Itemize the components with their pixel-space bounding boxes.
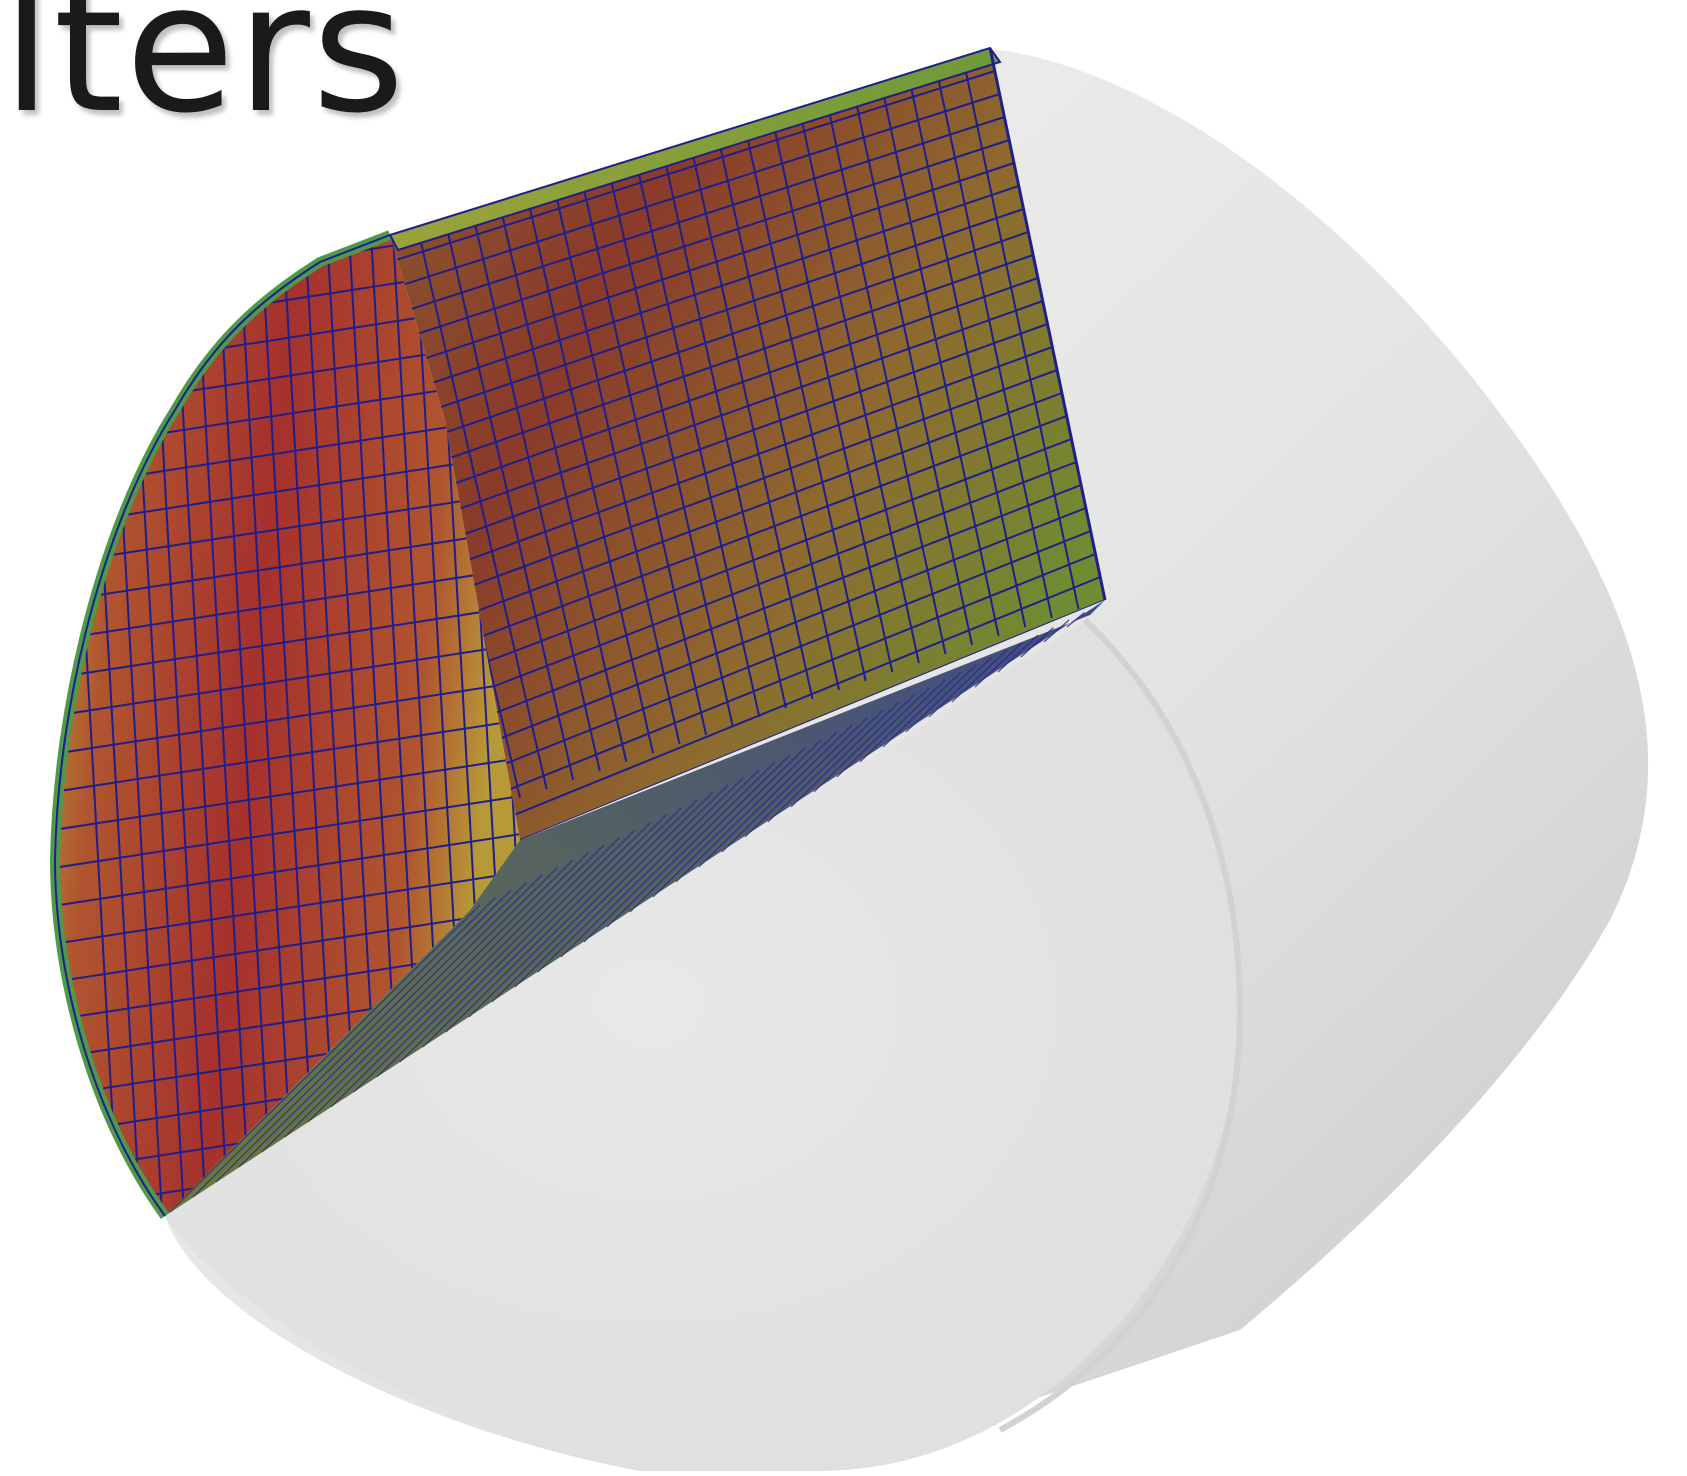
mesh-line [579,175,708,736]
mesh-line [416,226,548,790]
cut-plane-mesh [165,600,1105,1216]
mesh-line [449,300,1044,514]
mesh-line [215,889,512,1183]
mesh-line [238,882,527,1168]
mesh-line [55,789,520,871]
mesh-line [583,769,760,943]
mesh-line [55,751,520,833]
mesh-line [744,717,868,838]
mesh-line [416,162,1015,362]
slide-title-fragment: lters [2,0,407,152]
mesh-line [465,369,1058,589]
mesh-line [353,844,605,1093]
mesh-line [1043,619,1070,643]
mesh-line [405,116,1005,312]
mesh-line [497,507,1087,741]
mesh-line [399,829,636,1063]
mesh-line [395,70,996,262]
mesh-line [192,897,496,1198]
mesh-line [836,687,930,778]
mesh-line [411,139,1010,337]
mesh-line [454,323,1048,539]
mesh-line [55,713,520,795]
mesh-line [743,124,867,682]
mesh-line [330,852,589,1108]
mesh-line [790,702,899,808]
mesh-line [552,183,681,745]
mesh-line [503,530,1091,766]
mesh-line [55,827,520,909]
mesh-line [606,762,775,928]
mesh-line [770,115,894,673]
mesh-line [481,438,1072,665]
mesh-line [55,637,520,719]
mesh-line [55,599,520,681]
mesh-line [560,777,744,958]
mesh-line [661,149,787,709]
mesh-line [476,415,1068,640]
mesh-line [852,90,974,646]
mesh-line [519,599,1105,840]
mesh-line [514,792,713,988]
mesh-line [213,235,275,1216]
mesh-line [882,672,961,748]
mesh-line [376,837,620,1078]
mesh-line [951,649,1008,703]
mesh-line [698,732,837,868]
mesh-line [492,484,1082,715]
mesh-line [470,209,601,772]
mesh-line [879,81,1000,637]
mesh-line [491,799,698,1003]
mesh-line [767,709,884,823]
mesh-line [508,553,1096,791]
mesh-line [928,657,992,718]
cylinder-cap [165,617,1244,1471]
mesh-line [537,784,729,973]
mesh-line [307,859,574,1123]
mesh-line [634,158,761,718]
mesh-line [284,867,558,1138]
mesh-line [400,93,1000,287]
mesh-line [721,724,853,853]
mesh-line [422,822,651,1048]
mesh-line [498,200,628,763]
mesh-line [607,166,734,727]
mesh-line [235,235,297,1216]
mesh-line [859,679,946,763]
mesh-line [460,346,1053,564]
mesh-line [443,217,575,781]
mesh-line [798,107,920,664]
mesh-line [55,675,520,757]
mesh-line [470,392,1063,615]
mesh-line [468,807,682,1018]
mesh-line [427,208,1024,413]
mesh-line [261,874,543,1153]
mesh-line [974,642,1023,688]
mesh-line [689,141,814,700]
mesh-line [257,235,319,1216]
mesh-line [997,634,1039,673]
mesh-line [514,576,1101,816]
mesh-line [629,754,791,913]
mesh-line [813,694,915,793]
mesh-line [445,814,667,1033]
mesh-line [716,132,841,691]
mesh-line [169,904,481,1213]
mesh-line [652,747,806,898]
mesh-line [675,739,822,883]
mesh-face-right [388,46,1107,840]
mesh-line [438,254,1034,463]
mesh-line [443,277,1039,489]
mesh-line [433,231,1029,438]
mesh-line [1020,627,1054,658]
mesh-line [825,98,947,655]
mesh-line [905,664,977,733]
mesh-line [1066,612,1085,628]
mesh-line [55,865,520,947]
mesh-line [422,185,1020,388]
mesh-line [487,461,1077,690]
